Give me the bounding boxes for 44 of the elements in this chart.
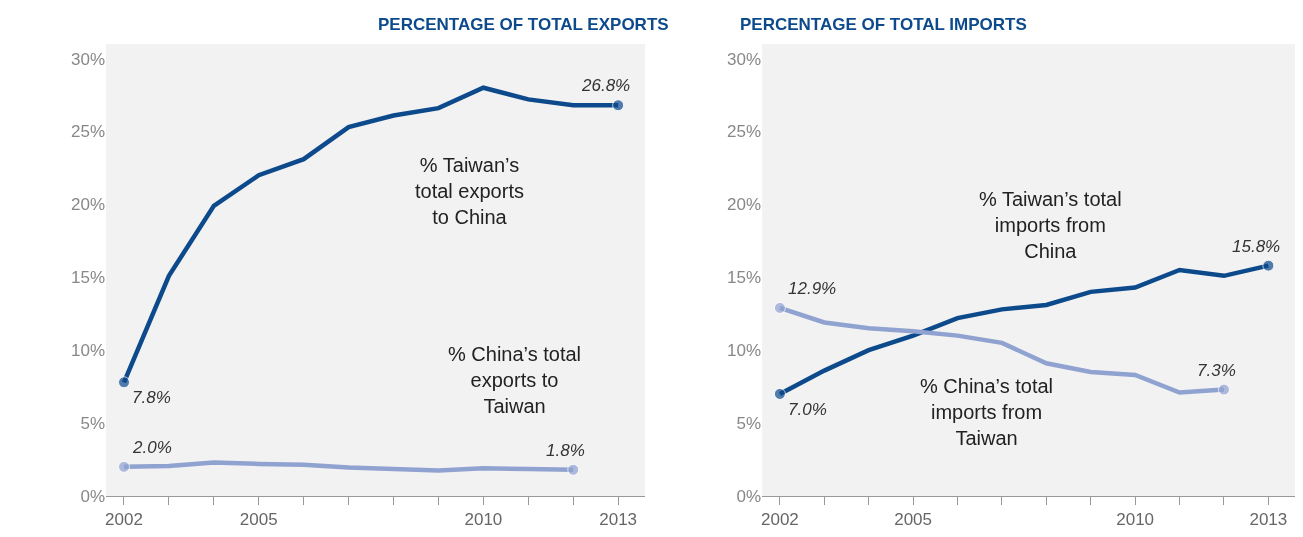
- text: % China’s total exports to Taiwan: [448, 343, 582, 417]
- x-tick-label: 2005: [239, 510, 278, 530]
- y-tick-label: 30%: [727, 49, 762, 69]
- data-label: 12.9%: [788, 279, 837, 298]
- x-tick-label: 2013: [1249, 510, 1288, 530]
- data-label: 7.8%: [132, 388, 171, 407]
- point: [773, 387, 786, 400]
- x-tick-label: 2013: [599, 510, 638, 530]
- chart-title: PERCENTAGE OF TOTAL IMPORTS: [740, 15, 1027, 34]
- point: [1217, 383, 1230, 396]
- point: [567, 463, 580, 476]
- x-tick-label: 2005: [894, 510, 933, 530]
- y-tick-label: 15%: [727, 268, 762, 288]
- point: [612, 99, 625, 112]
- series-label: % China’s total imports from Taiwan: [920, 375, 1054, 449]
- data-label: 7.3%: [1197, 361, 1236, 380]
- y-tick-label: 20%: [70, 195, 106, 215]
- data-label: 2.0%: [132, 438, 172, 457]
- data-label: 7.0%: [788, 400, 827, 419]
- data-label: 15.8%: [1232, 237, 1281, 256]
- y-tick-label: 0%: [80, 486, 106, 506]
- data-label: 1.8%: [546, 441, 585, 460]
- y-tick-label: 25%: [70, 122, 106, 142]
- x-tick-label: 2002: [105, 510, 143, 530]
- text: % Taiwan’s total exports to China: [415, 154, 524, 228]
- chart-title: PERCENTAGE OF TOTAL EXPORTS: [378, 15, 669, 34]
- series-label: % Taiwan’s total imports from China: [979, 188, 1122, 262]
- y-tick-label: 5%: [80, 414, 106, 434]
- y-tick-label: 10%: [727, 341, 762, 361]
- y-tick-label: 5%: [736, 414, 762, 434]
- data-label: 26.8%: [581, 76, 631, 95]
- x-tick-label: 2010: [1116, 510, 1155, 530]
- point: [1262, 259, 1275, 272]
- y-tick-label: 10%: [70, 341, 106, 361]
- y-tick-label: 25%: [727, 122, 762, 142]
- point: [773, 301, 786, 314]
- point: [118, 460, 130, 473]
- point: [118, 376, 130, 389]
- x-tick-label: 2010: [464, 510, 503, 530]
- y-tick-label: 15%: [70, 268, 106, 288]
- x-tick-label: 2002: [760, 510, 799, 530]
- y-tick-label: 20%: [727, 195, 762, 215]
- y-tick-label: 30%: [70, 49, 106, 69]
- y-tick-label: 0%: [736, 486, 762, 506]
